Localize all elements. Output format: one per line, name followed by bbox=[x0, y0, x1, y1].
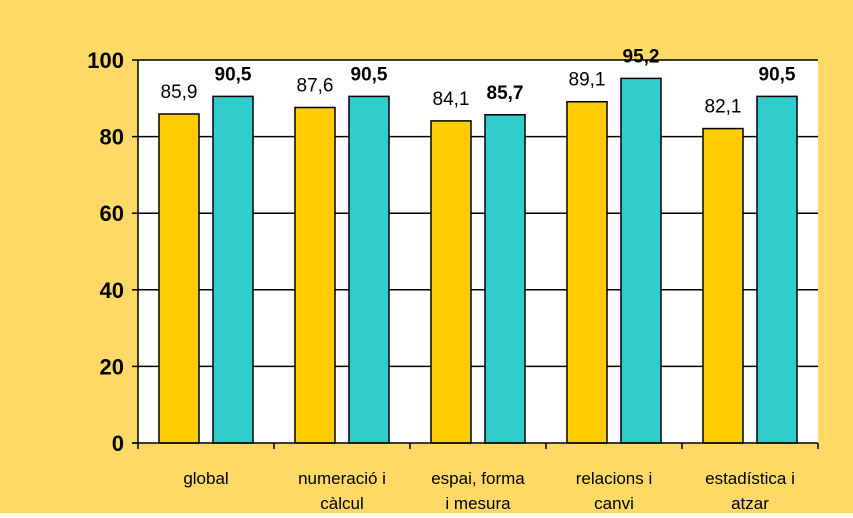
bar-series-2 bbox=[756, 95, 798, 444]
bar-series-1 bbox=[294, 106, 336, 444]
data-label: 90,5 bbox=[215, 64, 252, 85]
data-label: 89,1 bbox=[569, 70, 606, 91]
bar-series-1 bbox=[566, 100, 608, 444]
bar-series-2 bbox=[484, 114, 526, 444]
bar-series-1 bbox=[430, 120, 472, 444]
data-label: 85,9 bbox=[161, 82, 198, 103]
y-tick-label: 40 bbox=[100, 278, 124, 303]
data-label: 82,1 bbox=[705, 97, 742, 118]
bar-series-2 bbox=[212, 95, 254, 444]
y-tick-label: 60 bbox=[100, 201, 124, 226]
x-category-label: atzar bbox=[731, 494, 769, 513]
y-tick-label: 80 bbox=[100, 125, 124, 150]
data-labels: 85,9 90,5 87,6 90,5 84,1 85,7 89,1 95,2 82,1 90,5 bbox=[161, 46, 796, 117]
bar-series-1 bbox=[158, 113, 200, 444]
x-category-label: estadística i bbox=[705, 469, 795, 488]
data-label: 95,2 bbox=[623, 46, 660, 67]
data-label: 84,1 bbox=[433, 89, 470, 110]
x-category-label: càlcul bbox=[320, 494, 363, 513]
x-category-label: i mesura bbox=[445, 494, 511, 513]
data-label: 90,5 bbox=[759, 64, 796, 85]
x-category-label: canvi bbox=[594, 494, 634, 513]
y-tick-label: 0 bbox=[112, 431, 124, 456]
y-tick-label: 100 bbox=[87, 48, 124, 73]
data-label: 87,6 bbox=[297, 75, 334, 96]
bar-series-2 bbox=[348, 95, 390, 444]
bar-series-1 bbox=[702, 127, 744, 444]
y-tick-label: 20 bbox=[100, 354, 124, 379]
bars bbox=[158, 77, 798, 444]
data-label: 90,5 bbox=[351, 64, 388, 85]
x-category-label: numeració i bbox=[298, 469, 386, 488]
x-category-label: espai, forma bbox=[431, 469, 525, 488]
bar-series-2 bbox=[620, 77, 662, 444]
x-category-label: global bbox=[183, 469, 228, 488]
data-label: 85,7 bbox=[487, 83, 524, 104]
x-category-label: relacions i bbox=[576, 469, 653, 488]
axes: 0 20 40 60 80 100 global numeració i càlcul espai… bbox=[87, 48, 819, 513]
